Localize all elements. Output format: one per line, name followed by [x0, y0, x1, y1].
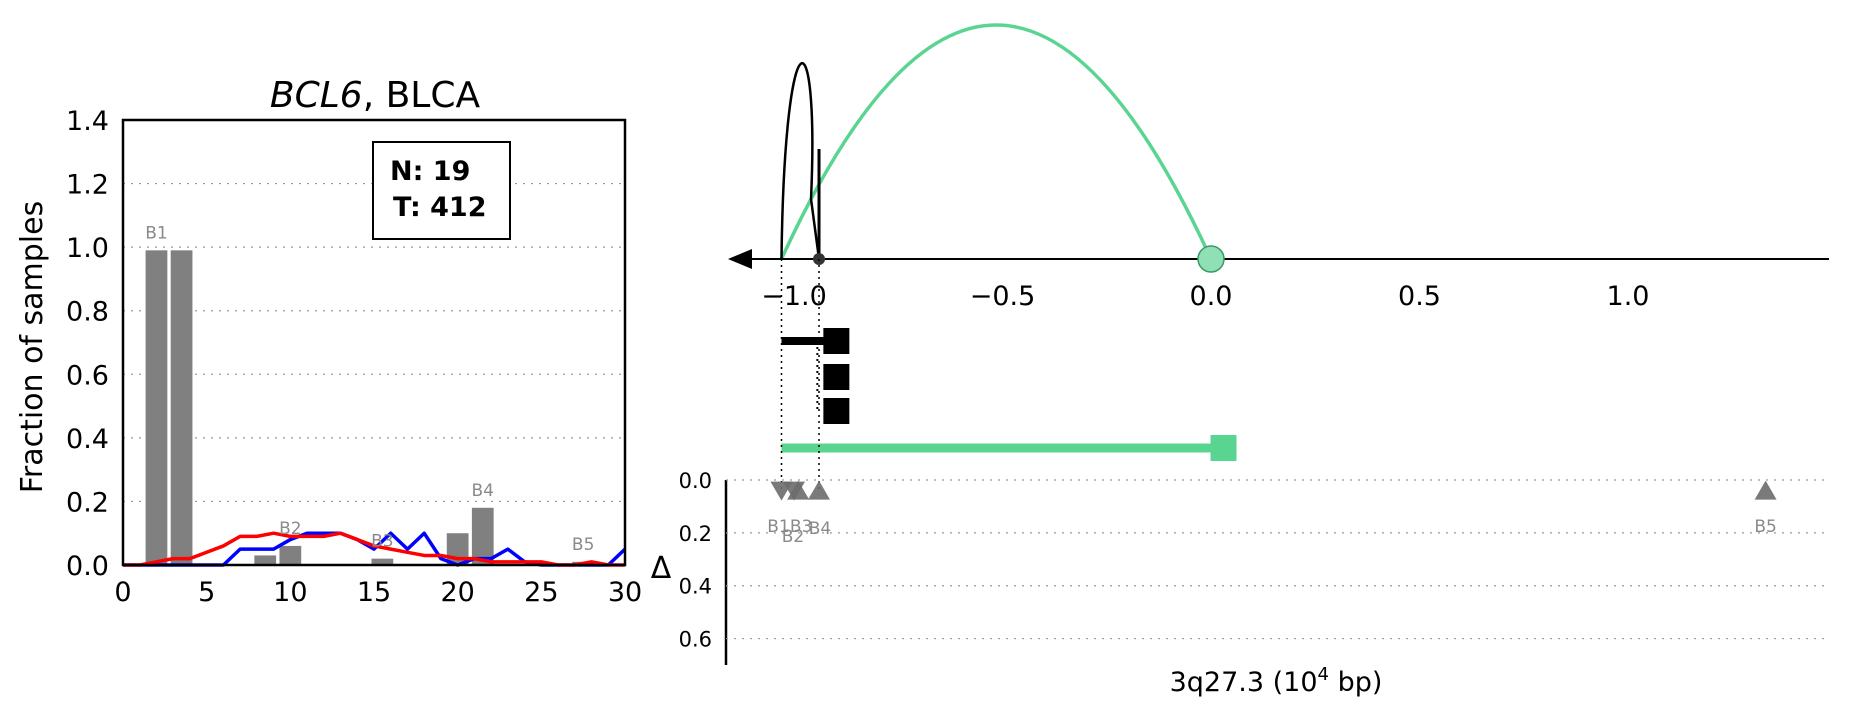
y-tick-label: 0.4 — [66, 424, 109, 455]
x-tick-label: 0 — [114, 577, 131, 608]
x-tick-labels: 0 5 10 15 20 25 30 — [114, 577, 642, 608]
left-bar-chart: BCL6, BLCA Fraction of samples B1B2B3B4B… — [15, 75, 642, 608]
genomic-tick-labels: −1.0 −0.5 0.0 0.5 1.0 — [761, 281, 1649, 312]
series-line — [123, 531, 625, 567]
y-tick-label: 0.0 — [66, 551, 109, 582]
bar-label: B2 — [279, 519, 301, 539]
y-tick-label: 1.2 — [66, 170, 109, 201]
chart-title: BCL6, BLCA — [270, 75, 481, 116]
legend-frame — [372, 141, 511, 240]
bar-labels: B1 B2 B3 B4 B5 — [145, 223, 594, 555]
delta-tick-label: 0.6 — [679, 628, 712, 652]
breakpoint-triangle-icon — [808, 480, 831, 500]
x-tick-label: 25 — [524, 577, 558, 608]
delta-axis-label: Δ — [651, 551, 672, 586]
bar-label: B5 — [572, 535, 594, 555]
arc-green — [779, 23, 1213, 260]
delta-tick-label: 0.2 — [679, 522, 712, 546]
gene-segments — [781, 328, 1237, 461]
right-genome-view: −1.0 −0.5 0.0 0.5 1.0 Δ 0.00.20.40.6 B1B2B3B… — [651, 23, 1829, 698]
arc-endpoint-green — [1197, 245, 1225, 273]
bar-label: B4 — [472, 481, 494, 501]
y-tick-label: 0.8 — [66, 297, 109, 328]
y-tick-label: 0.2 — [66, 487, 109, 518]
bar-label: B1 — [145, 223, 167, 243]
bar — [170, 250, 193, 566]
genomic-tick-label: −0.5 — [970, 281, 1036, 312]
axis-arrow-left-icon — [728, 249, 752, 269]
x-tick-label: 5 — [198, 577, 215, 608]
genomic-tick-label: 0.5 — [1398, 281, 1441, 312]
arc-endpoints — [813, 245, 1225, 273]
delta-tick-label: 0.4 — [679, 575, 712, 599]
gene-end-marker — [823, 328, 850, 354]
bar — [371, 558, 394, 565]
genomic-tick-label: 0.0 — [1190, 281, 1233, 312]
arcs — [779, 23, 1213, 260]
y-tick-label: 0.6 — [66, 360, 109, 391]
gene-end-marker — [823, 398, 850, 424]
bars — [145, 250, 595, 566]
y-tick-label: 1.0 — [66, 233, 109, 264]
normal-count: N: 19 — [390, 156, 470, 187]
breakpoint-label: B5 — [1754, 517, 1776, 537]
breakpoint-triangle-icon — [787, 480, 810, 500]
bar — [254, 555, 277, 565]
bar — [279, 545, 302, 565]
y-tick-label: 1.4 — [66, 106, 109, 137]
breakpoint-triangle-icon — [1754, 480, 1777, 500]
genomic-tick-label: −1.0 — [761, 281, 827, 312]
y-tick-labels: 0.0 0.2 0.4 0.6 0.8 1.0 1.2 1.4 — [66, 106, 109, 582]
bar — [145, 250, 168, 566]
delta-tick-label: 0.0 — [679, 469, 712, 493]
tumor-count: T: 412 — [393, 192, 487, 223]
genomic-x-axis-label: 3q27.3 (104 bp) — [1170, 664, 1383, 698]
breakpoint-label: B4 — [809, 519, 831, 539]
bar-label: B3 — [371, 532, 393, 552]
gene-end-marker-green — [1210, 435, 1237, 461]
x-tick-label: 20 — [440, 577, 474, 608]
x-tick-label: 15 — [357, 577, 391, 608]
y-axis-label: Fraction of samples — [15, 201, 50, 493]
delta-gridlines — [726, 479, 1829, 640]
breakpoint-guides — [780, 259, 820, 490]
arc-black — [780, 62, 821, 260]
genomic-tick-label: 1.0 — [1607, 281, 1650, 312]
plot-frame — [121, 118, 627, 567]
x-tick-label: 30 — [608, 577, 642, 608]
bar — [471, 507, 494, 565]
breakpoint-label: B2 — [782, 527, 804, 547]
x-tick-label: 10 — [273, 577, 307, 608]
gene-end-marker — [823, 364, 850, 390]
breakpoint-label: B1 — [767, 517, 789, 537]
delta-tick-labels: 0.0 0.2 0.4 0.6 — [679, 469, 712, 652]
legend-box: N: 19 T: 412 — [372, 141, 511, 240]
breakpoint-label: B3 — [790, 517, 812, 537]
